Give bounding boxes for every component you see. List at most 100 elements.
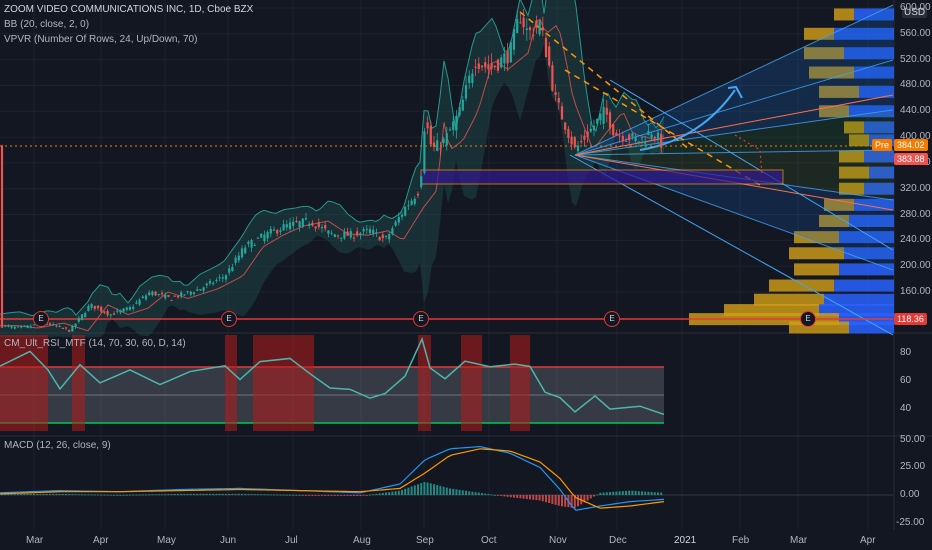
earnings-marker[interactable]: E: [413, 311, 429, 327]
candle-body: [167, 295, 170, 297]
currency-badge[interactable]: USD: [902, 7, 928, 18]
macd-histogram-bar: [218, 493, 221, 495]
candle-body: [292, 221, 295, 226]
time-tick-label: Mar: [790, 535, 808, 546]
time-tick-label: Jun: [220, 535, 237, 546]
candle-body: [279, 230, 282, 232]
macd-histogram-bar: [183, 493, 186, 495]
macd-histogram-bar: [58, 493, 61, 495]
candle-body: [183, 294, 186, 296]
macd-histogram-bar: [125, 494, 128, 496]
macd-histogram-bar: [145, 494, 147, 496]
candle-body: [276, 230, 279, 234]
chart-title: ZOOM VIDEO COMMUNICATIONS INC, 1D, Cboe …: [4, 4, 254, 15]
earnings-marker[interactable]: E: [800, 311, 816, 327]
macd-histogram-bar: [81, 494, 83, 496]
candle-body: [170, 299, 173, 301]
candle-body: [586, 131, 589, 138]
channel-line: [569, 154, 894, 336]
vpvr-up-bar: [839, 263, 894, 276]
time-tick-label: Mar: [26, 535, 44, 546]
projection-arrow: [639, 89, 736, 151]
rsi-overbought-zone: [510, 335, 530, 431]
macd-histogram-bar: [445, 487, 448, 495]
macd-histogram-bar: [631, 490, 634, 495]
macd-histogram-bar: [167, 494, 170, 495]
macd-histogram-bar: [532, 495, 535, 500]
macd-histogram-bar: [484, 493, 487, 495]
earnings-marker[interactable]: E: [604, 311, 620, 327]
vpvr-down-bar: [789, 247, 844, 260]
time-tick-label: Apr: [93, 535, 109, 546]
macd-tick-label: 50.00: [900, 434, 926, 445]
time-tick-label: 2021: [674, 535, 697, 546]
macd-histogram-bar: [295, 494, 298, 496]
candle-body: [151, 291, 154, 295]
macd-histogram-bar: [244, 493, 247, 495]
vpvr-indicator-label[interactable]: VPVR (Number Of Rows, 24, Up/Down, 70): [4, 34, 198, 45]
macd-histogram-bar: [189, 493, 192, 495]
macd-pane: [0, 445, 893, 511]
vpvr-up-bar: [864, 150, 894, 163]
last-price-label: 383.88: [894, 153, 928, 165]
candle-body: [404, 207, 407, 216]
candle-body: [660, 133, 663, 148]
candle-body: [368, 229, 372, 234]
candle-body: [77, 317, 80, 322]
macd-histogram-bar: [353, 495, 355, 496]
time-tick-label: Oct: [481, 535, 497, 546]
price-tick-label: 160.00: [900, 286, 931, 297]
vpvr-down-bar: [819, 105, 849, 118]
vpvr-down-bar: [819, 85, 859, 98]
candle-body: [119, 310, 122, 313]
macd-histogram-bar: [33, 493, 35, 495]
candle-body: [112, 313, 116, 315]
candle-body: [176, 295, 180, 298]
time-tick-label: Apr: [860, 535, 876, 546]
candle-body: [244, 247, 247, 254]
candle-body: [647, 131, 650, 135]
macd-histogram-bar: [170, 494, 173, 495]
candle-body: [567, 128, 570, 138]
macd-histogram-bar: [177, 493, 179, 495]
candle-body: [116, 310, 119, 312]
rsi-indicator-label[interactable]: CM_Ult_RSI_MTF (14, 70, 30, 60, D, 14): [4, 338, 186, 349]
candle-body: [10, 325, 13, 328]
macd-histogram-bar: [343, 495, 346, 496]
macd-histogram-bar: [327, 495, 330, 496]
macd-histogram-bar: [519, 495, 522, 499]
macd-histogram-bar: [7, 493, 10, 495]
macd-histogram-bar: [305, 495, 307, 496]
candle-body: [61, 328, 64, 330]
candle-body: [135, 302, 138, 304]
earnings-marker[interactable]: E: [33, 311, 49, 327]
macd-histogram-bar: [410, 486, 413, 495]
time-tick-label: Aug: [353, 535, 371, 546]
bb-indicator-label[interactable]: BB (20, close, 2, 0): [4, 19, 90, 30]
macd-histogram-bar: [231, 493, 234, 495]
vpvr-down-bar: [839, 182, 864, 195]
candle-body: [272, 229, 276, 231]
candle-body: [74, 323, 77, 328]
candle-body: [202, 287, 205, 291]
macd-histogram-bar: [481, 493, 483, 495]
candle-body: [551, 65, 554, 91]
macd-histogram-bar: [161, 494, 163, 496]
macd-histogram-bar: [391, 491, 394, 495]
macd-histogram-bar: [577, 495, 579, 507]
macd-tick-label: 25.00: [900, 461, 926, 472]
candle-body: [596, 118, 599, 124]
macd-histogram-bar: [237, 493, 240, 495]
macd-histogram-bar: [132, 494, 135, 496]
earnings-marker[interactable]: E: [221, 311, 237, 327]
time-tick-label: May: [157, 535, 176, 546]
candle-body: [429, 126, 432, 145]
candle-body: [55, 325, 58, 327]
macd-histogram-bar: [113, 494, 115, 496]
candle-body: [420, 176, 423, 188]
candle-body: [52, 324, 55, 326]
macd-histogram-bar: [426, 482, 429, 495]
macd-indicator-label[interactable]: MACD (12, 26, close, 9): [4, 440, 111, 451]
macd-histogram-bar: [516, 495, 519, 498]
